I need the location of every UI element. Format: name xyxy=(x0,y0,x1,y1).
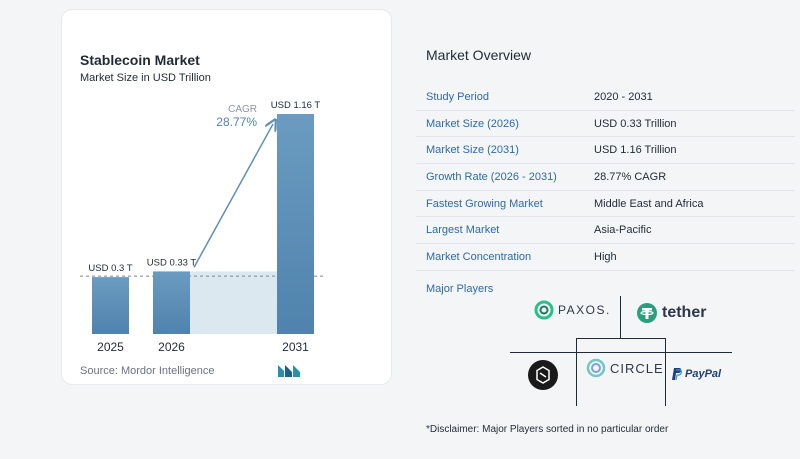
overview-row: Growth Rate (2026 - 2031) 28.77% CAGR xyxy=(416,164,795,191)
tether-logo: tether xyxy=(636,302,706,324)
tether-wordmark: tether xyxy=(662,304,707,321)
row-value: Asia-Pacific xyxy=(594,224,652,237)
data-label-2026: USD 0.33 T xyxy=(147,257,197,268)
row-value: 28.77% CAGR xyxy=(594,170,667,183)
row-label: Market Size (2031) xyxy=(426,144,519,157)
bar-2026 xyxy=(153,271,190,334)
tick-label-2026: 2026 xyxy=(158,340,185,354)
overview-table: Study Period 2020 - 2031 Market Size (202… xyxy=(416,84,795,271)
overview-row: Study Period 2020 - 2031 xyxy=(416,84,795,111)
bar-chart: USD 0.3 T 2025 USD 0.33 T 2026 USD 1.16 T 203… xyxy=(80,100,326,354)
row-label: Fastest Growing Market xyxy=(426,197,543,210)
row-value: Middle East and Africa xyxy=(594,197,704,210)
row-value: High xyxy=(594,250,617,263)
circle-wordmark: CIRCLE xyxy=(610,360,664,376)
growth-region xyxy=(190,271,277,334)
paxos-logo: PAXOS. xyxy=(534,300,611,320)
overview-row: Market Size (2031) USD 1.16 Trillion xyxy=(416,137,795,165)
disclaimer-note: *Disclaimer: Major Players sorted in no … xyxy=(426,424,669,435)
paypal-wordmark: PayPal xyxy=(685,368,722,380)
grid-divider xyxy=(620,296,621,338)
hexagon-logo-icon xyxy=(528,360,558,390)
grid-divider xyxy=(665,338,666,406)
row-value: 2020 - 2031 xyxy=(594,90,653,103)
paxos-icon xyxy=(534,300,554,320)
paypal-icon xyxy=(672,368,682,380)
mordor-logo-icon xyxy=(278,365,300,377)
row-label: Largest Market xyxy=(426,224,500,237)
row-label: Market Size (2026) xyxy=(426,117,519,130)
paxos-wordmark: PAXOS. xyxy=(558,303,611,317)
chart-card: Stablecoin Market Market Size in USD Tri… xyxy=(62,10,391,384)
grid-divider xyxy=(576,338,666,339)
bar-2031 xyxy=(277,114,314,334)
chart-title: Stablecoin Market xyxy=(80,52,200,68)
overview-row: Fastest Growing Market Middle East and Af… xyxy=(416,191,795,218)
bar-2025 xyxy=(92,277,129,334)
overview-title: Market Overview xyxy=(426,47,532,63)
chart-subtitle: Market Size in USD Trillion xyxy=(80,72,211,84)
row-value: USD 1.16 Trillion xyxy=(594,144,677,157)
circle-icon xyxy=(586,358,606,378)
grid-divider xyxy=(576,338,577,406)
tick-label-2031: 2031 xyxy=(282,340,309,354)
overview-row: Largest Market Asia-Pacific xyxy=(416,217,795,245)
grid-divider xyxy=(510,352,732,353)
data-label-2031: USD 1.16 T xyxy=(271,100,321,111)
cagr-arrow xyxy=(193,124,273,268)
row-value: USD 0.33 Trillion xyxy=(594,117,677,130)
market-overview-panel: Market Overview Study Period 2020 - 2031 … xyxy=(416,0,800,459)
major-players-title: Major Players xyxy=(426,283,494,295)
row-label: Growth Rate (2026 - 2031) xyxy=(426,170,557,183)
circle-logo: CIRCLE xyxy=(586,358,664,378)
data-label-2025: USD 0.3 T xyxy=(88,263,132,274)
exchange-logo xyxy=(528,360,558,390)
row-label: Market Concentration xyxy=(426,250,532,263)
source-note: Source: Mordor Intelligence xyxy=(80,365,215,377)
cagr-label: CAGR xyxy=(228,104,257,115)
overview-row: Market Concentration High xyxy=(416,244,795,271)
tick-label-2025: 2025 xyxy=(97,340,124,354)
players-logo-grid: PAXOS. tether CIRCLE xyxy=(510,294,732,406)
cagr-value: 28.77% xyxy=(216,115,257,129)
tether-icon xyxy=(637,303,657,323)
paypal-logo: PayPal xyxy=(672,368,721,380)
overview-row: Market Size (2026) USD 0.33 Trillion xyxy=(416,111,795,138)
row-label: Study Period xyxy=(426,90,489,103)
